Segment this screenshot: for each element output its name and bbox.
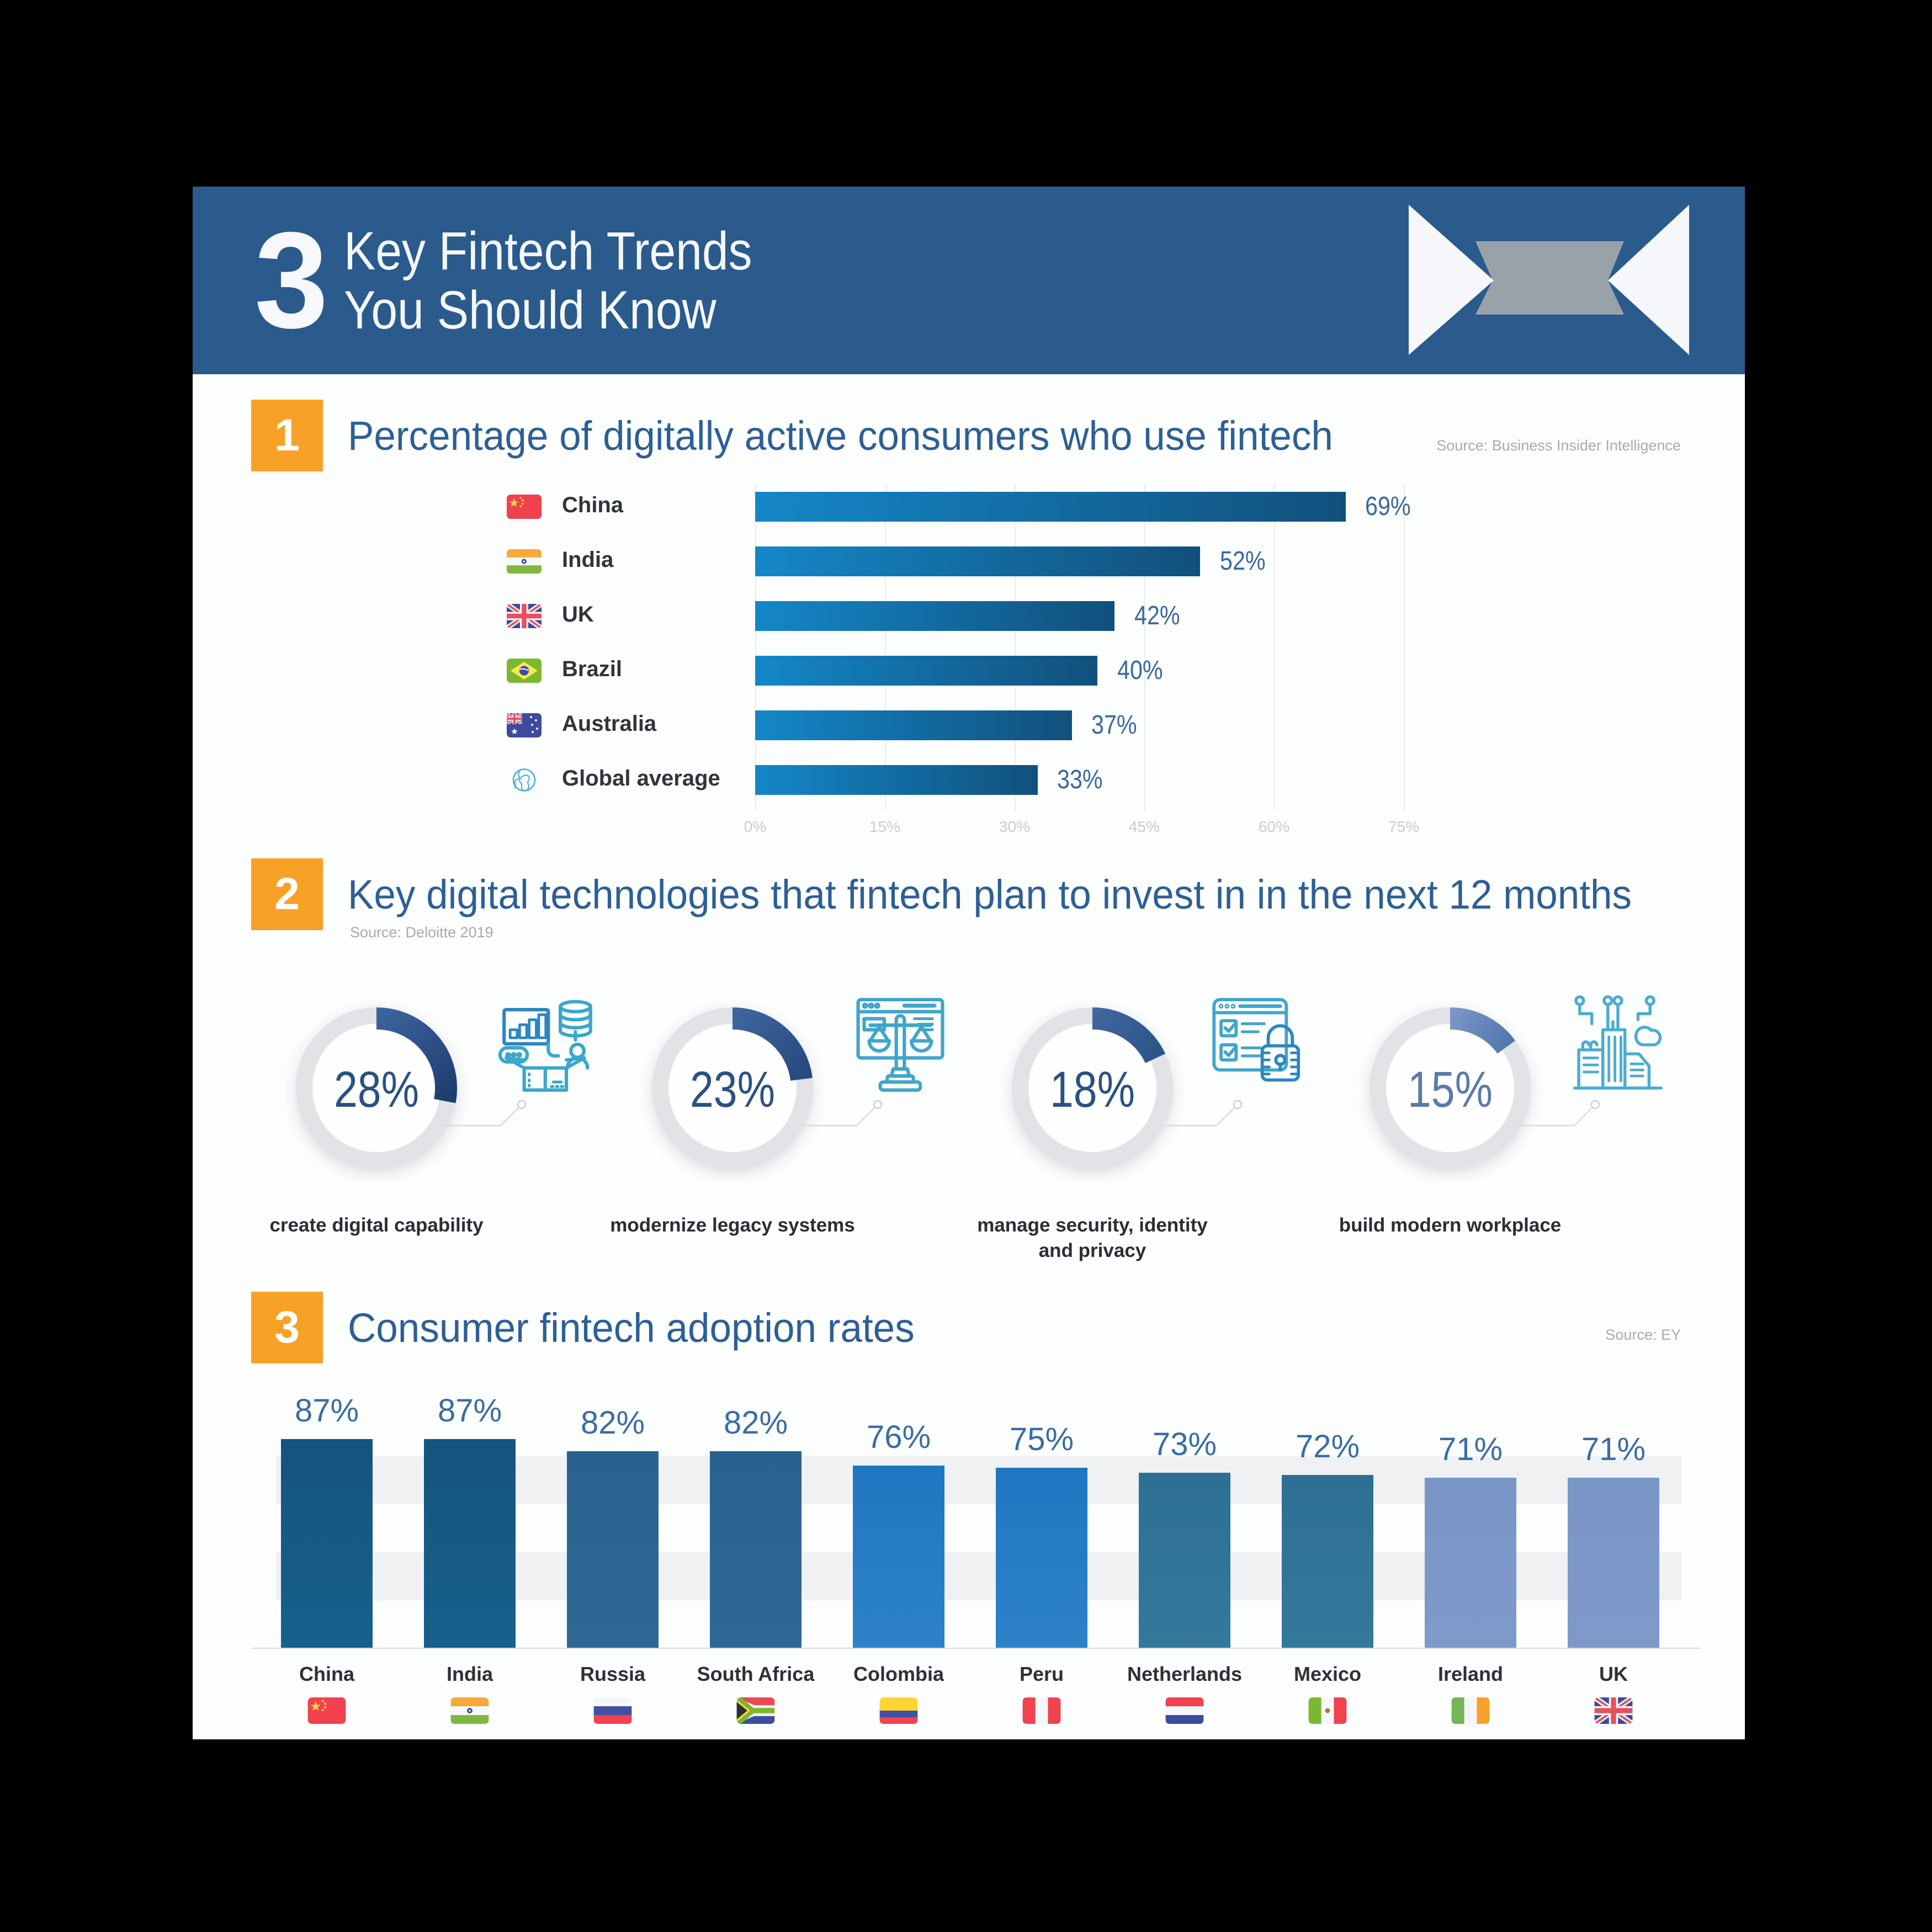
svg-text:28%: 28% — [334, 1061, 419, 1118]
svg-text:15%: 15% — [1408, 1061, 1493, 1118]
svg-text:18%: 18% — [1050, 1061, 1135, 1118]
svg-text:23%: 23% — [690, 1061, 775, 1118]
